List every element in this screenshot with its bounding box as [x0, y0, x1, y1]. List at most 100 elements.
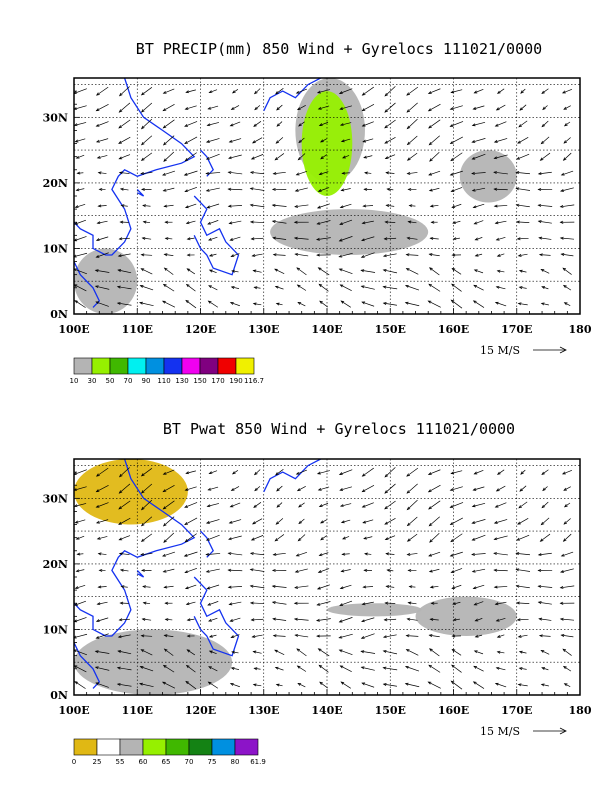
- wind-vector-head: [118, 156, 123, 160]
- wind-vector: [163, 532, 175, 543]
- wind-vector: [540, 533, 551, 542]
- wind-vector: [407, 135, 418, 145]
- wind-vector: [117, 302, 132, 306]
- wind-vector-head: [162, 283, 167, 288]
- wind-vector: [272, 618, 287, 621]
- shaded-region: [301, 91, 353, 196]
- wind-vector-head: [473, 602, 478, 606]
- wind-vector: [231, 667, 240, 670]
- wind-vector-head: [98, 568, 103, 572]
- wind-vector-head: [471, 537, 476, 541]
- wind-vector-head: [404, 682, 409, 686]
- wind-vector: [207, 220, 219, 225]
- wind-vector: [475, 237, 483, 241]
- wind-vector-head: [96, 536, 101, 540]
- wind-vector-head: [341, 552, 346, 556]
- wind-vector: [186, 284, 196, 292]
- wind-vector: [163, 469, 175, 475]
- wind-vector: [450, 136, 464, 144]
- wind-vector-head: [386, 568, 391, 572]
- wind-vector: [541, 120, 549, 128]
- wind-vector: [184, 567, 198, 573]
- wind-vector: [339, 633, 353, 639]
- wind-vector-head: [515, 552, 520, 556]
- wind-vector-head: [95, 473, 100, 477]
- wind-vector-head: [251, 254, 256, 257]
- wind-vector: [407, 237, 418, 240]
- wind-vector-head: [472, 300, 477, 304]
- wind-vector-head: [361, 489, 366, 493]
- wind-vector-head: [95, 139, 100, 143]
- wind-vector-head: [405, 268, 410, 272]
- wind-vector-head: [450, 299, 455, 303]
- wind-vector: [384, 500, 396, 510]
- wind-vector: [253, 502, 262, 508]
- wind-vector: [407, 118, 418, 129]
- wind-vector: [516, 552, 530, 556]
- wind-vector: [429, 135, 440, 146]
- colorbar-label: 70: [185, 758, 194, 766]
- wind-vector-head: [74, 602, 78, 606]
- wind-vector-head: [360, 636, 365, 639]
- wind-vector-head: [517, 521, 521, 525]
- wind-vector: [339, 617, 353, 623]
- shaded-region: [327, 603, 422, 617]
- wind-vector: [141, 152, 153, 161]
- wind-vector-head: [452, 221, 456, 224]
- wind-vector-head: [293, 236, 298, 240]
- wind-vector-head: [74, 139, 79, 143]
- wind-vector-head: [562, 284, 567, 289]
- wind-vector-head: [254, 106, 258, 111]
- wind-vector-head: [494, 123, 499, 127]
- wind-vector-head: [185, 221, 190, 225]
- wind-vector-head: [228, 221, 233, 225]
- coastline: [263, 459, 321, 493]
- wind-vector-head: [541, 667, 546, 670]
- wind-vector: [561, 551, 574, 557]
- wind-vector-head: [296, 648, 300, 652]
- wind-vector: [141, 635, 153, 637]
- wind-vector: [253, 121, 262, 127]
- wind-vector: [407, 618, 418, 621]
- wind-vector: [450, 517, 464, 525]
- wind-vector-head: [141, 236, 146, 240]
- shaded-region: [270, 209, 429, 255]
- wind-vector: [294, 204, 309, 208]
- wind-vector-head: [537, 187, 542, 191]
- wind-vector-head: [362, 520, 367, 524]
- wind-vector: [472, 138, 486, 143]
- wind-vector-head: [117, 635, 122, 639]
- wind-vector: [276, 502, 283, 508]
- wind-vector: [471, 172, 486, 174]
- wind-vector: [428, 551, 441, 557]
- wind-vector: [362, 138, 374, 143]
- wind-vector: [406, 467, 419, 477]
- wind-vector: [386, 585, 395, 588]
- wind-vector-head: [338, 635, 343, 639]
- wind-vector: [318, 187, 330, 192]
- wind-vector-head: [116, 682, 121, 686]
- wind-vector-head: [140, 522, 145, 527]
- wind-vector: [451, 664, 462, 673]
- wind-vector-head: [140, 253, 145, 257]
- wind-vector: [407, 516, 418, 526]
- wind-vector-head: [562, 538, 567, 542]
- wind-vector-head: [517, 683, 522, 687]
- wind-vector: [276, 684, 283, 687]
- x-tick-label: 130E: [248, 704, 279, 717]
- colorbar-swatch: [73, 738, 98, 756]
- wind-vector: [538, 220, 552, 224]
- coastline: [200, 530, 214, 558]
- wind-vector: [472, 568, 486, 573]
- wind-vector: [560, 585, 575, 589]
- wind-vector-head: [520, 471, 524, 475]
- wind-vector-head: [163, 634, 168, 638]
- wind-vector: [294, 237, 309, 240]
- wind-vector-head: [404, 301, 409, 305]
- wind-vector-head: [473, 269, 478, 273]
- x-tick-label: 110E: [122, 323, 153, 336]
- wind-vector-head: [296, 107, 301, 111]
- wind-vector-head: [205, 537, 210, 541]
- wind-vector: [452, 601, 461, 605]
- wind-vector-head: [559, 617, 564, 621]
